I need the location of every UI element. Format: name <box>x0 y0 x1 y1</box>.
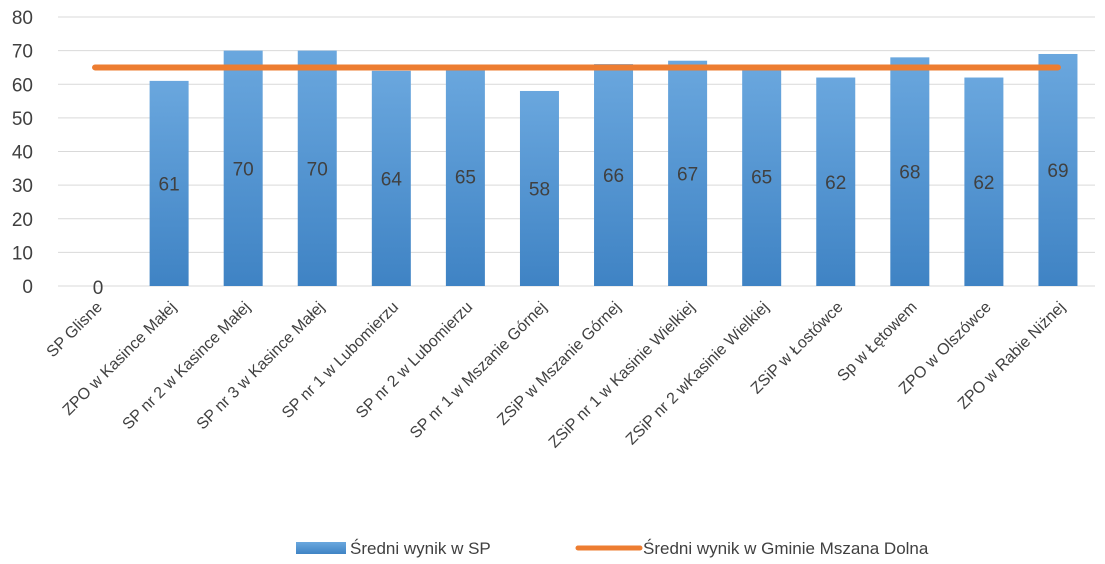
x-category-label-3: SP nr 2 w Kasince Małej <box>120 299 254 433</box>
data-label-14: 69 <box>1047 161 1068 182</box>
bar-3 <box>223 50 263 286</box>
y-tick-label: 50 <box>12 109 33 130</box>
y-tick-label: 60 <box>12 75 33 96</box>
bar-13 <box>964 77 1004 287</box>
legend-label-bars: Średni wynik w SP <box>350 539 491 558</box>
data-label-7: 58 <box>529 179 550 200</box>
data-label-2: 61 <box>159 174 180 195</box>
data-label-4: 70 <box>307 159 328 180</box>
y-axis-tick-labels: 0 10 20 30 40 50 60 70 80 <box>12 8 33 298</box>
bar-14 <box>1038 53 1078 286</box>
gridlines <box>58 16 1095 287</box>
data-label-6: 65 <box>455 168 476 189</box>
x-category-label-10: ZSiP nr 2 wKasinie Wielkiej <box>623 299 773 449</box>
y-tick-label: 40 <box>12 143 33 164</box>
bar-series <box>149 50 1078 287</box>
data-label-11: 62 <box>825 173 846 194</box>
data-label-12: 68 <box>899 163 920 184</box>
y-tick-label: 80 <box>12 8 33 29</box>
data-labels: 0 61 70 70 64 65 58 66 67 65 62 68 62 69 <box>93 159 1069 299</box>
y-tick-label: 10 <box>12 243 33 264</box>
x-category-label-12: Sp w Łętowem <box>834 299 920 385</box>
y-tick-label: 30 <box>12 176 33 197</box>
x-category-label-7: SP nr 1 w Mszanie Górnej <box>407 299 550 442</box>
bar-6 <box>445 67 485 286</box>
x-category-label-4: SP nr 3 w Kasince Małej <box>194 299 328 433</box>
bar-8 <box>594 64 634 286</box>
legend: Średni wynik w SP Średni wynik w Gminie M… <box>296 539 929 558</box>
x-category-label-1: SP Glisne <box>44 299 106 361</box>
bar-4 <box>297 50 337 286</box>
bar-12 <box>890 57 930 286</box>
data-label-10: 65 <box>751 168 772 189</box>
data-label-13: 62 <box>973 173 994 194</box>
y-tick-label: 70 <box>12 42 33 63</box>
data-label-1: 0 <box>93 278 104 299</box>
bar-7 <box>519 90 559 286</box>
x-category-label-9: ZSiP nr 1 w Kasinie Wielkiej <box>546 299 699 452</box>
data-label-8: 66 <box>603 166 624 187</box>
bar-10 <box>742 67 782 286</box>
bar-5 <box>371 70 411 286</box>
bar-2 <box>149 80 189 286</box>
bar-9 <box>668 60 708 287</box>
data-label-9: 67 <box>677 164 698 185</box>
y-tick-label: 20 <box>12 210 33 231</box>
x-category-label-8: ZSiP w Mszanie Górnej <box>494 299 624 429</box>
data-label-3: 70 <box>233 159 254 180</box>
legend-label-line: Średni wynik w Gminie Mszana Dolna <box>643 539 929 558</box>
legend-swatch-bars <box>296 542 346 554</box>
data-label-5: 64 <box>381 169 403 190</box>
bar-11 <box>816 77 856 287</box>
y-tick-label: 0 <box>22 277 33 298</box>
